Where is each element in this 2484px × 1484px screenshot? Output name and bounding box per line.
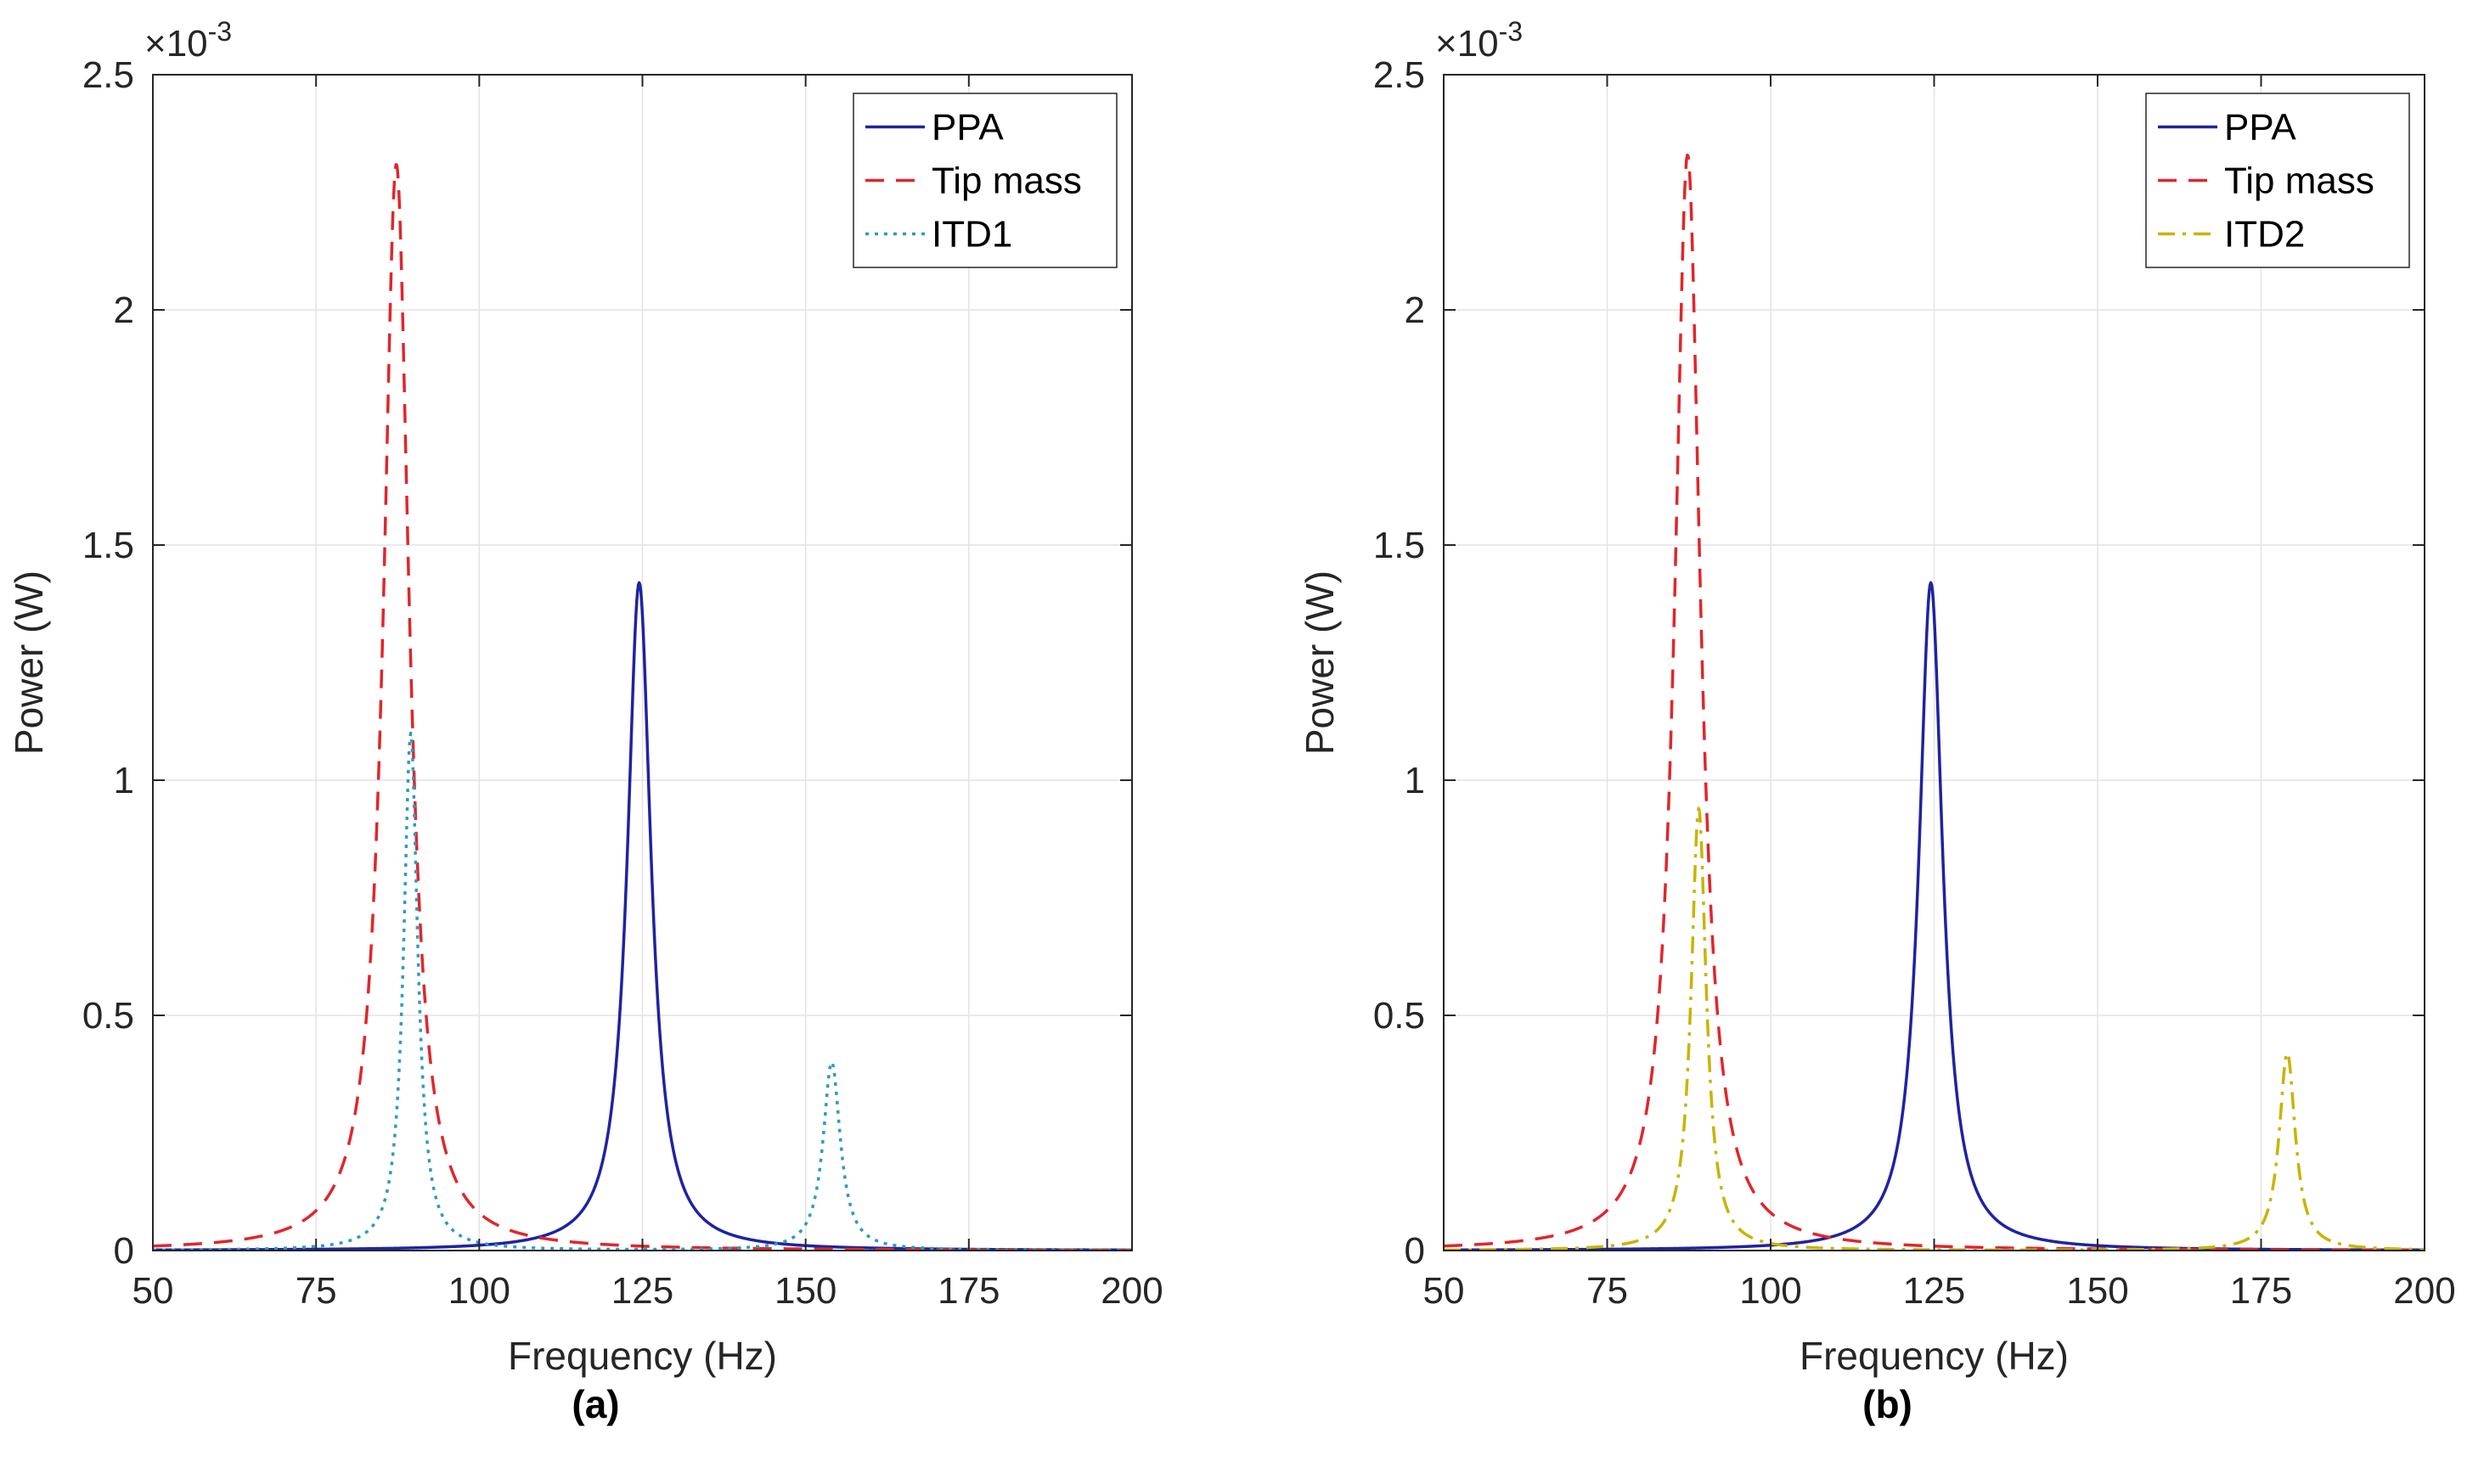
x-tick-label-a-6: 200 <box>1101 1270 1163 1312</box>
y-exponent-label-b: ×10-3 <box>1435 16 1523 65</box>
legend-label-a-1: Tip mass <box>932 160 1082 202</box>
x-tick-label-a-4: 150 <box>774 1270 836 1312</box>
y-axis-label-b: Power (W) <box>1298 571 1342 755</box>
y-tick-label-b-0: 0 <box>1405 1230 1425 1272</box>
y-tick-label-a-3: 1.5 <box>82 525 134 566</box>
x-axis-label-b: Frequency (Hz) <box>1800 1334 2069 1378</box>
y-exponent-power-b: -3 <box>1499 16 1523 47</box>
subfigure-caption-a: (a) <box>572 1382 619 1426</box>
x-tick-label-a-2: 100 <box>448 1270 510 1312</box>
x-axis-label-a: Frequency (Hz) <box>508 1334 777 1378</box>
y-tick-labels-a: 0 0.5 1 1.5 2 2.5 <box>82 54 134 1272</box>
chart-panel-b: 50 75 100 125 150 175 200 0 0.5 1 1.5 2 2.5 ×10-3 F… <box>1298 16 2456 1426</box>
x-tick-label-b-1: 75 <box>1586 1270 1628 1312</box>
x-tick-label-b-0: 50 <box>1423 1270 1465 1312</box>
legend-label-b-2: ITD2 <box>2224 214 2305 256</box>
series-line-b-tip-mass <box>1444 153 2425 1251</box>
x-tick-labels-a: 50 75 100 125 150 175 200 <box>132 1270 1163 1312</box>
y-exponent-power-a: -3 <box>208 16 232 47</box>
y-exponent-base-a: ×10 <box>144 23 208 65</box>
chart-panel-a: 50 75 100 125 150 175 200 0 0.5 1 1.5 2 2.5 ×10-3 F… <box>7 16 1163 1426</box>
legend-b: PPA Tip mass ITD2 <box>2145 93 2410 268</box>
x-tick-label-b-6: 200 <box>2393 1270 2455 1312</box>
y-tick-labels-b: 0 0.5 1 1.5 2 2.5 <box>1373 54 1425 1272</box>
y-exponent-label-a: ×10-3 <box>144 16 232 65</box>
x-tick-label-a-3: 125 <box>611 1270 673 1312</box>
x-tick-label-b-3: 125 <box>1903 1270 1965 1312</box>
legend-entries-a: PPA Tip mass ITD1 <box>865 107 1082 256</box>
y-tick-label-b-3: 1.5 <box>1373 525 1425 566</box>
y-tick-label-b-5: 2.5 <box>1373 54 1425 96</box>
x-tick-label-b-4: 150 <box>2066 1270 2128 1312</box>
y-tick-label-a-0: 0 <box>114 1230 134 1272</box>
y-tick-label-b-4: 2 <box>1405 289 1425 331</box>
legend-a: PPA Tip mass ITD1 <box>853 93 1118 268</box>
ticks-b <box>1443 74 2425 1251</box>
legend-entries-b: PPA Tip mass ITD2 <box>2158 107 2374 256</box>
y-tick-label-a-5: 2.5 <box>82 54 134 96</box>
legend-label-a-2: ITD1 <box>932 214 1012 256</box>
legend-label-b-0: PPA <box>2224 107 2296 149</box>
x-tick-label-b-2: 100 <box>1739 1270 1801 1312</box>
subfigure-caption-b: (b) <box>1862 1382 1912 1426</box>
x-tick-label-a-0: 50 <box>132 1270 174 1312</box>
x-tick-labels-b: 50 75 100 125 150 175 200 <box>1423 1270 2456 1312</box>
y-tick-label-a-1: 0.5 <box>82 995 134 1037</box>
legend-label-b-1: Tip mass <box>2224 160 2374 202</box>
y-tick-label-a-2: 1 <box>114 760 134 801</box>
y-tick-label-b-2: 1 <box>1405 760 1425 801</box>
ticks-a <box>152 74 1133 1251</box>
y-exponent-base-b: ×10 <box>1435 23 1499 65</box>
x-tick-label-a-5: 175 <box>938 1270 1000 1312</box>
y-tick-label-a-4: 2 <box>114 289 134 331</box>
y-axis-label-a: Power (W) <box>7 571 51 755</box>
x-tick-label-a-1: 75 <box>296 1270 337 1312</box>
x-tick-label-b-5: 175 <box>2230 1270 2292 1312</box>
y-tick-label-b-1: 0.5 <box>1373 995 1425 1037</box>
legend-label-a-0: PPA <box>932 107 1004 149</box>
